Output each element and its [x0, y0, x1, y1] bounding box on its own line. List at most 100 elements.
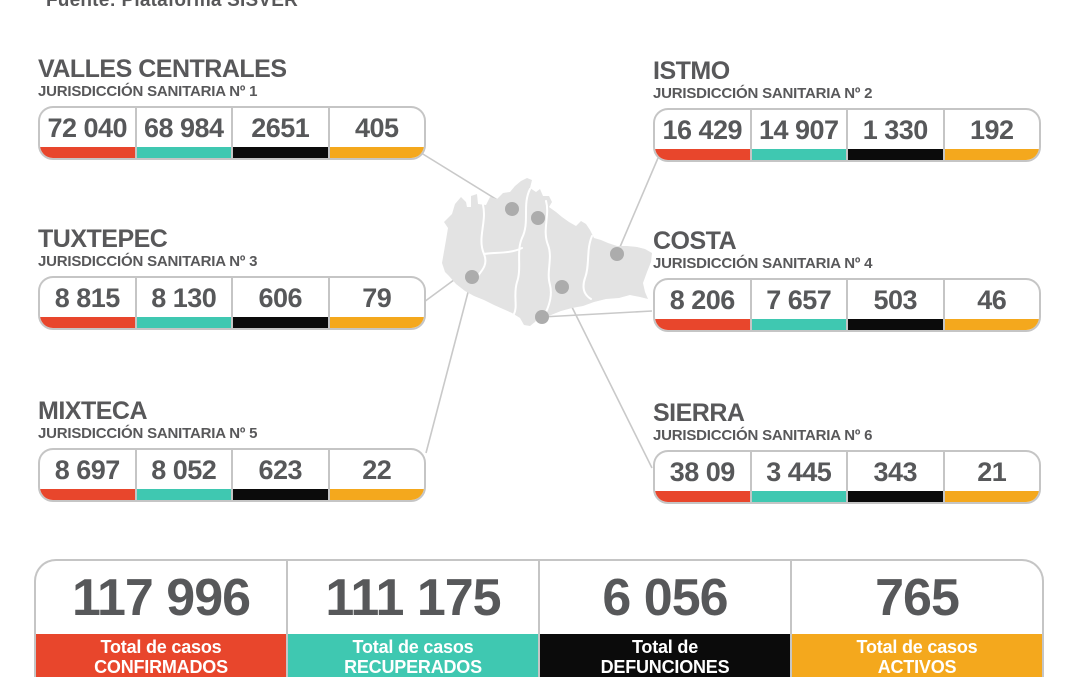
deaths-cell: 343 — [848, 452, 945, 502]
total-label-line1: Total de casos — [856, 637, 978, 657]
recovered-value: 7 657 — [766, 285, 832, 315]
total-card-activos: 765 Total de casos ACTIVOS — [792, 561, 1042, 677]
region-title: SIERRA — [653, 399, 745, 427]
region-title: MIXTECA — [38, 397, 148, 425]
total-label-line1: Total de casos — [100, 637, 222, 657]
oaxaca-state-shape — [442, 178, 652, 326]
total-label-line2: RECUPERADOS — [344, 657, 482, 677]
confirmed-cell: 72 040 — [40, 108, 137, 158]
recovered-bar — [751, 319, 846, 330]
confirmed-value: 16 429 — [662, 115, 743, 145]
active-bar — [329, 489, 424, 500]
total-activos-label: Total de casos ACTIVOS — [792, 634, 1042, 677]
source-caption: Fuente: Plataforma SISVER — [46, 0, 299, 11]
connector-line-mixteca — [425, 276, 473, 454]
recovered-cell: 8 052 — [136, 450, 233, 500]
region-title: COSTA — [653, 227, 737, 255]
total-confirmados-label: Total de casos CONFIRMADOS — [36, 634, 286, 677]
recovered-cell: 8 130 — [136, 278, 233, 328]
deaths-bar — [233, 147, 328, 158]
region-block-tuxtepec: TUXTEPEC JURISDICCIÓN SANITARIA Nº 3 8 8… — [38, 226, 426, 330]
deaths-value: 343 — [873, 457, 918, 487]
deaths-value: 503 — [873, 285, 918, 315]
deaths-cell: 623 — [233, 450, 330, 500]
total-card-defunciones: 6 056 Total de DEFUNCIONES — [540, 561, 792, 677]
map-border-5 — [483, 247, 523, 255]
active-cell: 79 — [329, 278, 424, 328]
region-jurisdiction: JURISDICCIÓN SANITARIA Nº 3 — [38, 253, 258, 270]
total-label-line2: CONFIRMADOS — [94, 657, 228, 677]
active-bar — [329, 317, 424, 328]
deaths-value: 2651 — [251, 113, 310, 143]
confirmed-cell: 8 815 — [40, 278, 137, 328]
total-confirmados-value: 117 996 — [71, 568, 251, 627]
total-card-recuperados: 111 175 Total de casos RECUPERADOS — [288, 561, 540, 677]
map-dot-valles-centrales — [505, 202, 519, 216]
confirmed-cell: 16 429 — [655, 110, 752, 160]
confirmed-bar — [655, 491, 750, 502]
map-border-3 — [542, 200, 552, 319]
confirmed-value: 38 09 — [669, 457, 736, 487]
active-value: 405 — [354, 113, 399, 143]
deaths-value: 1 330 — [862, 115, 929, 145]
total-label-line2: ACTIVOS — [877, 657, 957, 677]
active-cell: 46 — [944, 280, 1039, 330]
deaths-value: 606 — [258, 283, 303, 313]
region-jurisdiction: JURISDICCIÓN SANITARIA Nº 1 — [38, 83, 258, 100]
recovered-bar — [751, 149, 846, 160]
active-bar — [944, 491, 1039, 502]
confirmed-cell: 8 697 — [40, 450, 137, 500]
confirmed-bar — [40, 489, 135, 500]
region-stats-card: 72 040 68 984 2651 405 — [38, 106, 426, 160]
confirmed-bar — [655, 319, 750, 330]
active-cell: 21 — [944, 452, 1039, 502]
map-dot-costa — [535, 310, 549, 324]
recovered-bar — [136, 489, 231, 500]
recovered-cell: 68 984 — [136, 108, 233, 158]
region-stats-card: 8 815 8 130 606 79 — [38, 276, 426, 330]
active-bar — [944, 319, 1039, 330]
deaths-bar — [848, 491, 943, 502]
recovered-bar — [751, 491, 846, 502]
active-cell: 192 — [944, 110, 1039, 160]
active-bar — [329, 147, 424, 158]
active-cell: 405 — [329, 108, 424, 158]
recovered-value: 68 984 — [143, 113, 224, 143]
confirmed-bar — [655, 149, 750, 160]
deaths-cell: 2651 — [233, 108, 330, 158]
map-border-4 — [582, 235, 593, 300]
region-stats-card: 8 206 7 657 503 46 — [653, 278, 1041, 332]
recovered-value: 14 907 — [758, 115, 839, 145]
connector-line-costa — [541, 310, 653, 318]
recovered-cell: 7 657 — [751, 280, 848, 330]
recovered-bar — [136, 147, 231, 158]
region-block-sierra: SIERRA JURISDICCIÓN SANITARIA Nº 6 38 09… — [653, 400, 1041, 504]
region-block-valles-centrales: VALLES CENTRALES JURISDICCIÓN SANITARIA … — [38, 56, 426, 160]
recovered-cell: 14 907 — [751, 110, 848, 160]
confirmed-value: 72 040 — [47, 113, 128, 143]
deaths-value: 623 — [258, 455, 303, 485]
confirmed-value: 8 697 — [54, 455, 121, 485]
total-label-line2: DEFUNCIONES — [600, 657, 730, 677]
region-stats-card: 8 697 8 052 623 22 — [38, 448, 426, 502]
total-card-confirmados: 117 996 Total de casos CONFIRMADOS — [36, 561, 288, 677]
active-cell: 22 — [329, 450, 424, 500]
confirmed-bar — [40, 317, 135, 328]
region-block-istmo: ISTMO JURISDICCIÓN SANITARIA Nº 2 16 429… — [653, 58, 1041, 162]
recovered-cell: 3 445 — [751, 452, 848, 502]
recovered-bar — [136, 317, 231, 328]
total-defunciones-label: Total de DEFUNCIONES — [540, 634, 790, 677]
region-jurisdiction: JURISDICCIÓN SANITARIA Nº 5 — [38, 425, 258, 442]
totals-summary-bar: 117 996 Total de casos CONFIRMADOS 111 1… — [34, 559, 1044, 677]
confirmed-cell: 8 206 — [655, 280, 752, 330]
confirmed-value: 8 206 — [669, 285, 736, 315]
deaths-cell: 503 — [848, 280, 945, 330]
map-dot-sierra — [555, 280, 569, 294]
active-value: 192 — [969, 115, 1014, 145]
active-value: 79 — [362, 283, 392, 313]
active-value: 22 — [362, 455, 392, 485]
connector-line-sierra — [561, 286, 653, 469]
region-title: VALLES CENTRALES — [38, 55, 287, 83]
region-jurisdiction: JURISDICCIÓN SANITARIA Nº 4 — [653, 255, 873, 272]
